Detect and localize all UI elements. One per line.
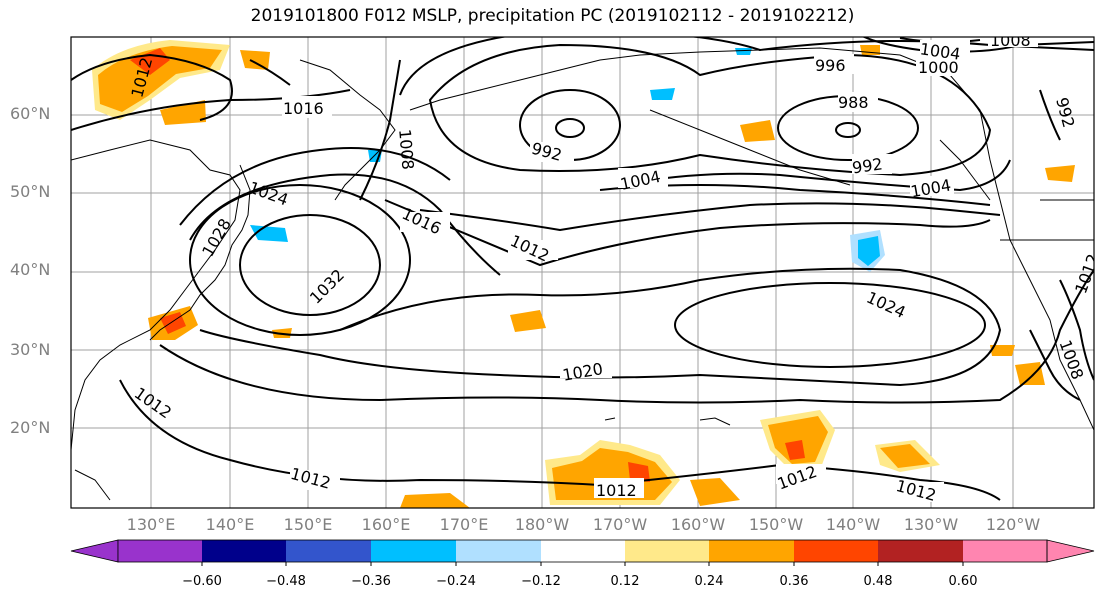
colorbar-bin: [625, 540, 709, 562]
colorbar-extend-max: [1046, 539, 1095, 563]
lat-label: 30°N: [10, 340, 51, 359]
coastlines: [71, 47, 1094, 501]
isobar-label: 1012: [596, 481, 637, 500]
lon-label: 140°E: [205, 515, 255, 534]
isobar-label: 996: [815, 56, 846, 75]
map-border: [70, 36, 1095, 509]
lon-label: 170°W: [592, 515, 648, 534]
lat-label: 20°N: [10, 418, 51, 437]
lat-label: 60°N: [10, 104, 51, 123]
lon-label: 130°E: [126, 515, 176, 534]
colorbar-tick-label: 0.24: [694, 574, 724, 589]
lon-label: 160°W: [670, 515, 726, 534]
lon-label: 150°E: [283, 515, 333, 534]
lon-label: 180°W: [514, 515, 570, 534]
map-title: 2019101800 F012 MSLP, precipitation PC (…: [250, 6, 855, 26]
colorbar-tick-label: 0.60: [948, 574, 978, 589]
colorbar-bin: [202, 540, 286, 562]
colorbar-tick-label: −0.12: [521, 574, 561, 589]
colorbar-bin: [286, 540, 371, 562]
colorbar-tick-label: 0.48: [863, 574, 893, 589]
lon-label: 130°W: [903, 515, 959, 534]
colorbar: [70, 539, 1095, 566]
colorbar-tick-label: 0.12: [610, 574, 640, 589]
isobar-label: 1008: [990, 31, 1031, 50]
isobar-label: 988: [838, 93, 869, 112]
colorbar-bin: [709, 540, 794, 562]
colorbar-tick-label: −0.24: [436, 574, 476, 589]
colorbar-extend-min: [70, 539, 119, 563]
colorbar-tick-label: −0.48: [266, 574, 306, 589]
colorbar-tick-label: 0.36: [779, 574, 809, 589]
lon-label: 170°E: [439, 515, 489, 534]
isobar-label: 1016: [283, 99, 324, 118]
isobar-label: 992: [851, 154, 884, 177]
colorbar-bin: [963, 540, 1047, 562]
colorbar-bin: [118, 540, 202, 562]
lon-label: 120°W: [985, 515, 1041, 534]
lon-label: 140°W: [825, 515, 881, 534]
colorbar-outline: [117, 539, 1048, 563]
isobar-label: 1008: [395, 128, 417, 170]
colorbar-bin: [794, 540, 878, 562]
colorbar-bin: [878, 540, 963, 562]
lat-label: 50°N: [10, 182, 51, 201]
lon-label: 150°W: [748, 515, 804, 534]
colorbar-tick-label: −0.60: [182, 574, 222, 589]
colorbar-bin: [456, 540, 541, 562]
colorbar-tick-label: −0.36: [351, 574, 391, 589]
colorbar-bin: [541, 540, 625, 562]
colorbar-bin: [371, 540, 456, 562]
isobar-labels: 1016 1012 1008 992 996 1004 1000 1008 98…: [127, 31, 1094, 505]
lat-label: 40°N: [10, 260, 51, 279]
lon-label: 160°E: [361, 515, 411, 534]
isobar-label: 1000: [918, 58, 959, 77]
